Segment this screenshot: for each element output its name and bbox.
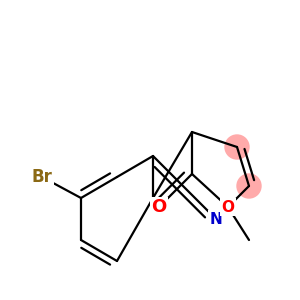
- Circle shape: [225, 135, 249, 159]
- Text: O: O: [152, 198, 166, 216]
- Circle shape: [237, 174, 261, 198]
- Text: Br: Br: [32, 168, 52, 186]
- Text: O: O: [221, 200, 235, 214]
- Text: N: N: [210, 212, 222, 226]
